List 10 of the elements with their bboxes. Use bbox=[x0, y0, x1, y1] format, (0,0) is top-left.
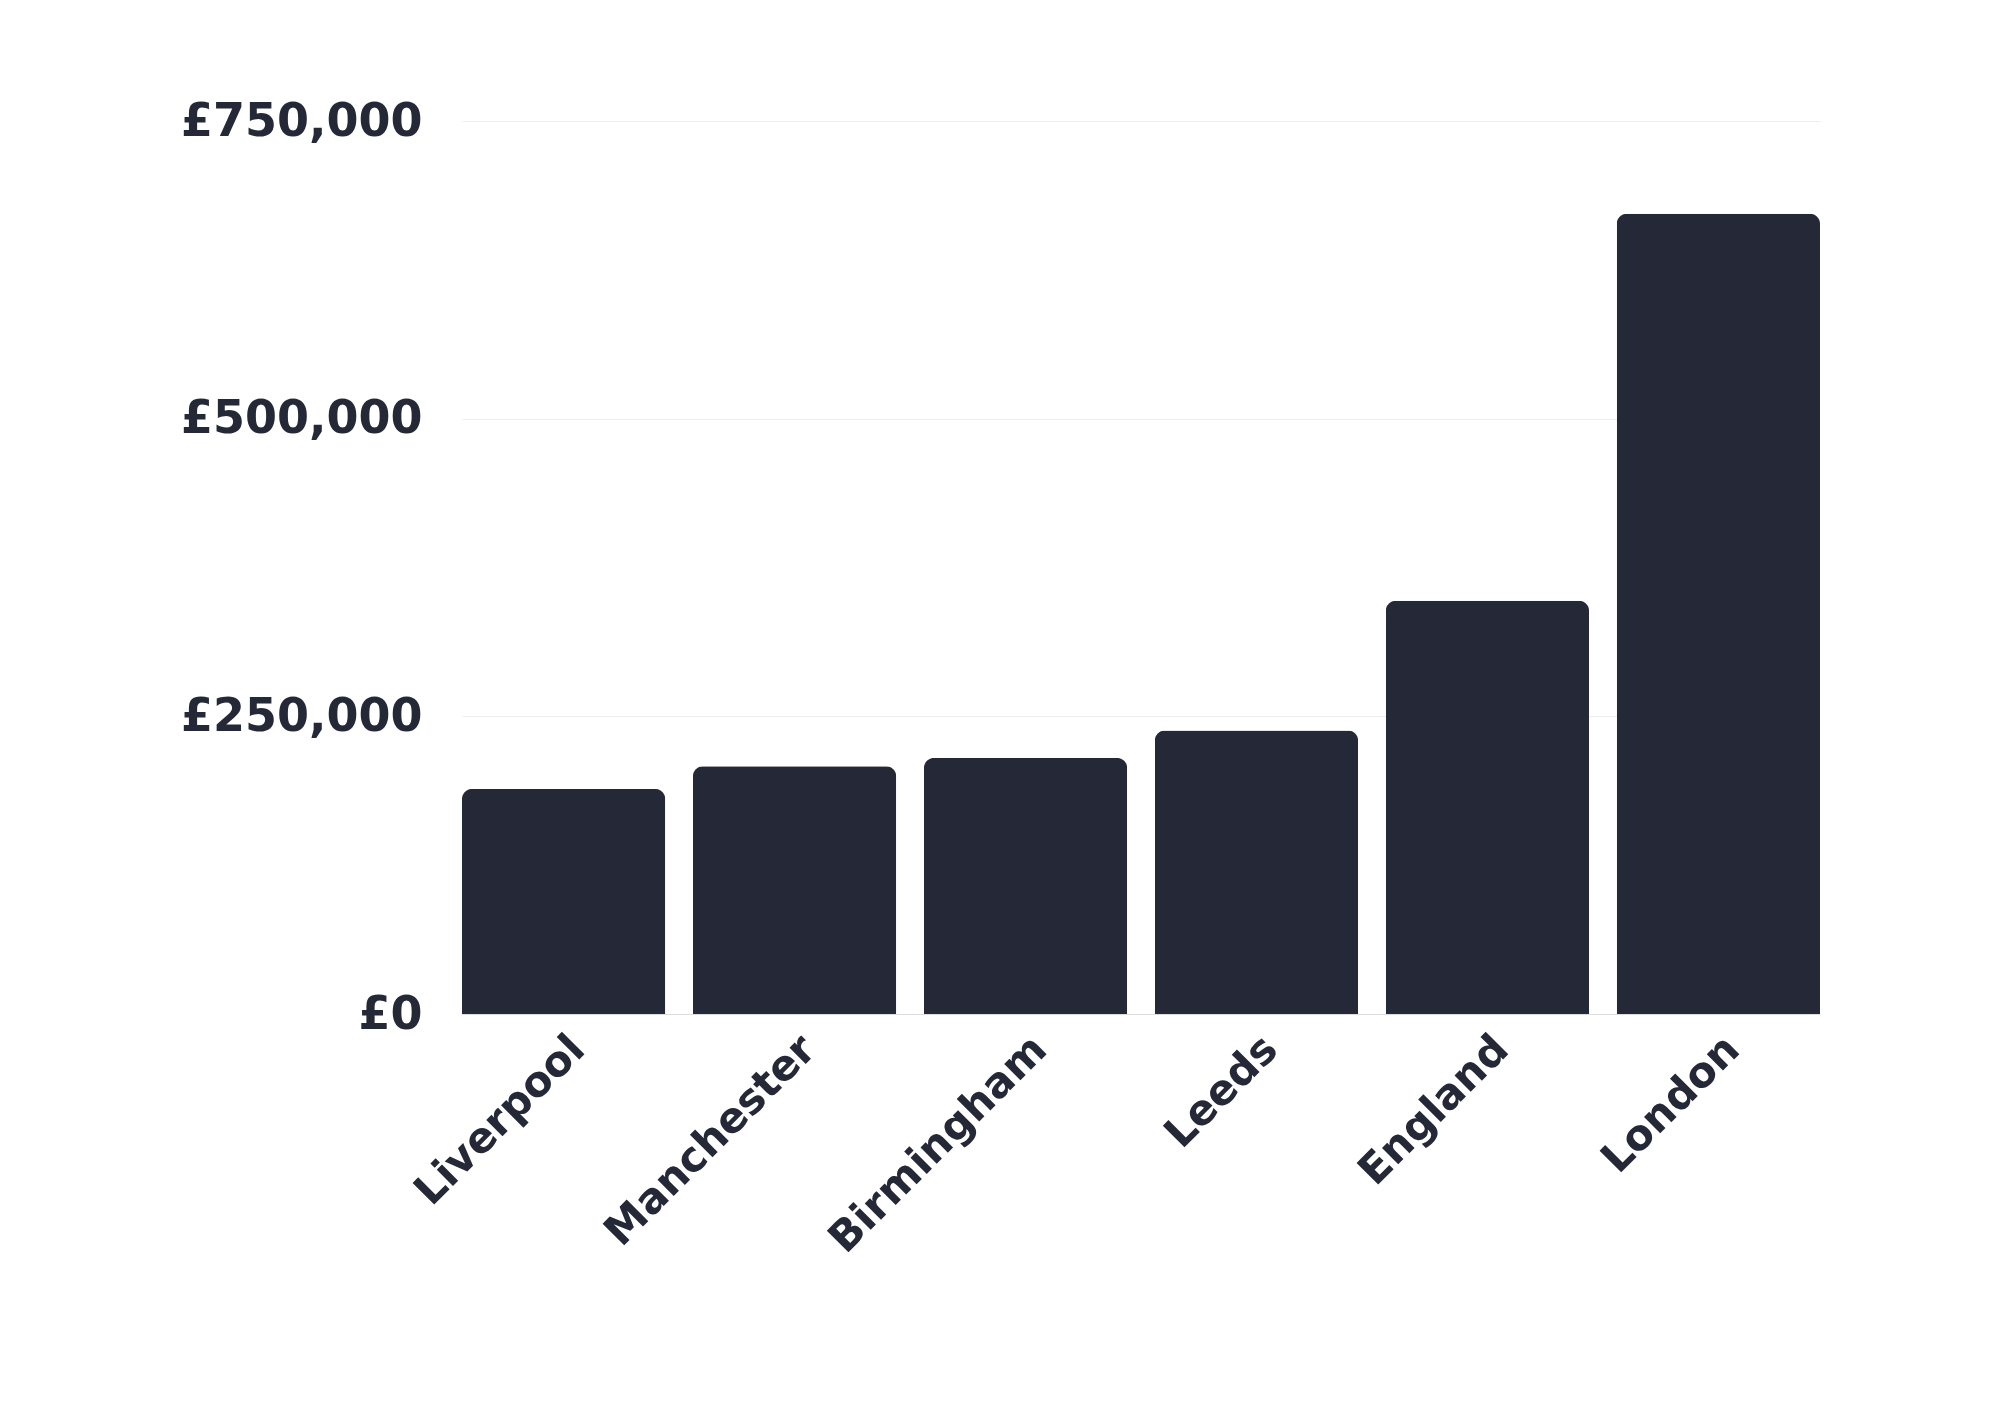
bar bbox=[923, 758, 1128, 1014]
bar bbox=[1616, 213, 1820, 1014]
y-tick-label: £0 bbox=[358, 985, 423, 1040]
y-tick-label: £750,000 bbox=[180, 92, 423, 147]
bar bbox=[1154, 730, 1359, 1014]
bar bbox=[692, 766, 897, 1014]
bar bbox=[462, 788, 666, 1014]
bar bbox=[1385, 600, 1590, 1014]
y-tick-label: £500,000 bbox=[180, 390, 423, 445]
y-tick-label: £250,000 bbox=[180, 687, 423, 742]
